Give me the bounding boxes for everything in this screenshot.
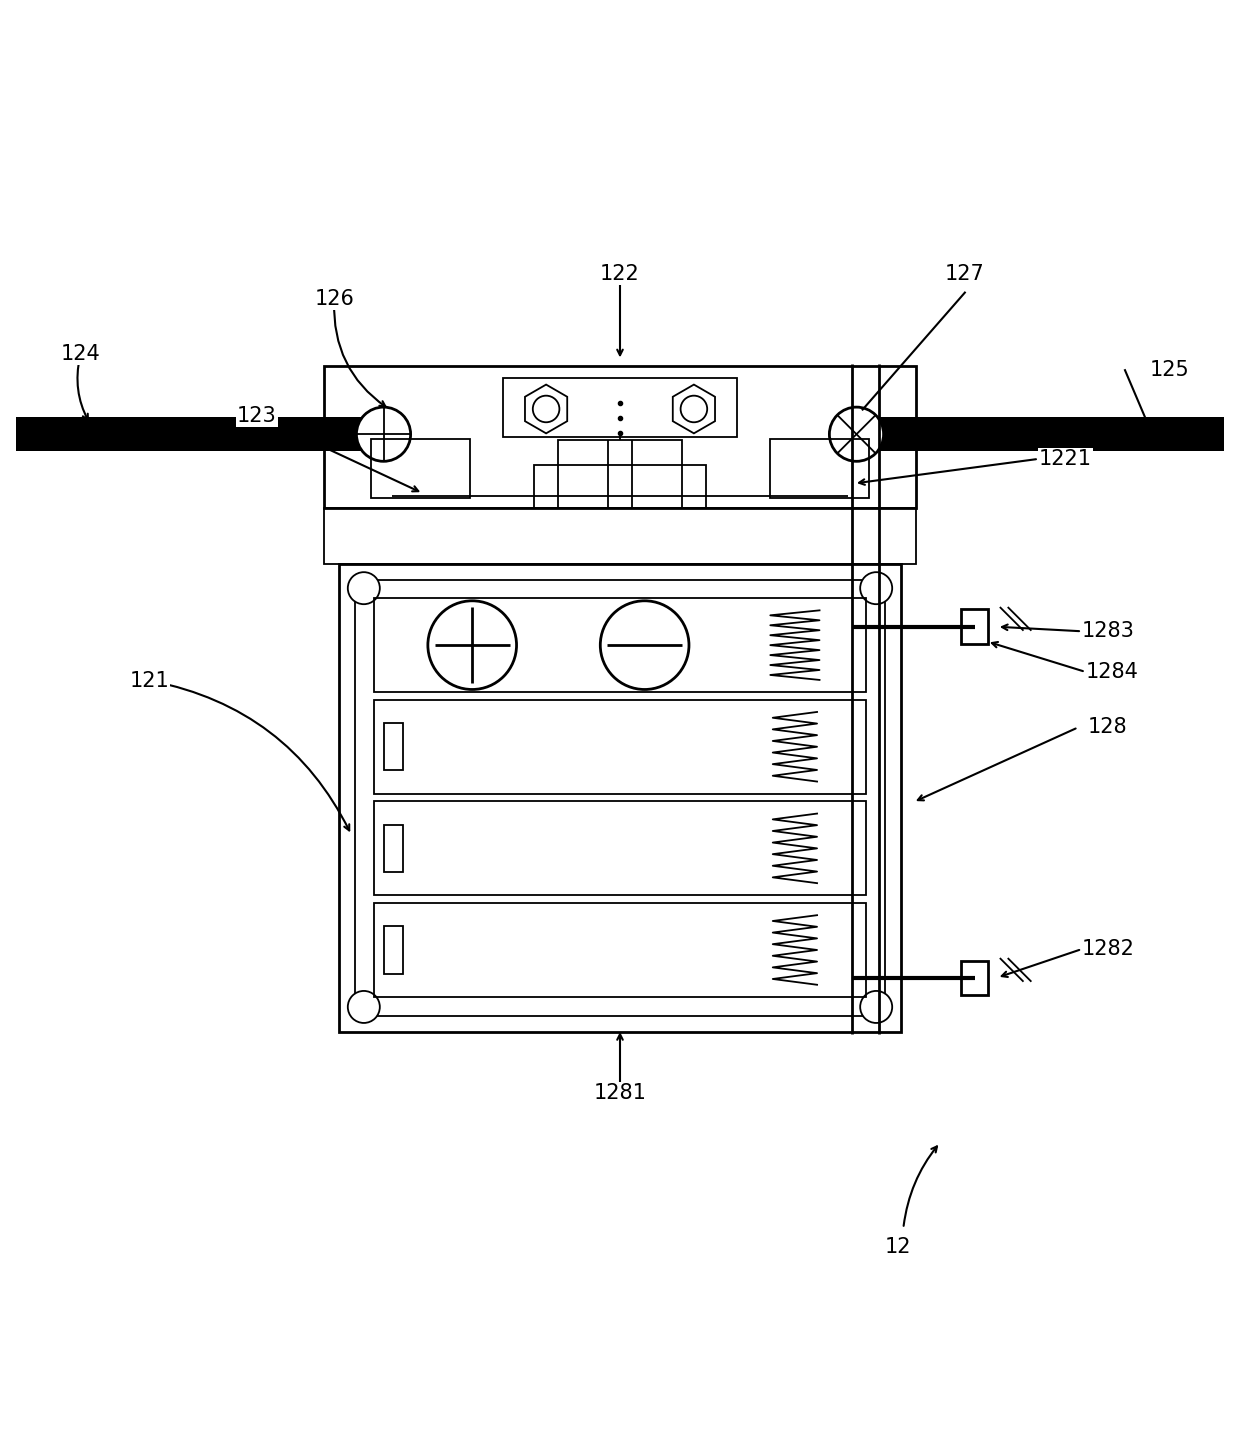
Bar [961, 610, 988, 644]
Circle shape [533, 396, 559, 422]
Polygon shape [525, 385, 567, 433]
Bar [533, 465, 707, 508]
Circle shape [347, 992, 379, 1023]
Bar [770, 439, 869, 498]
Bar [340, 564, 900, 1032]
Text: 128: 128 [1087, 718, 1127, 738]
Text: 127: 127 [945, 264, 985, 284]
Bar [16, 418, 379, 452]
Bar [373, 598, 867, 692]
Bar [961, 960, 988, 994]
Bar [373, 801, 867, 895]
Circle shape [347, 573, 379, 604]
Text: 1221: 1221 [1039, 449, 1091, 469]
Text: 123: 123 [237, 406, 277, 426]
Circle shape [681, 396, 707, 422]
Circle shape [861, 992, 893, 1023]
Bar [371, 439, 470, 498]
Circle shape [600, 601, 689, 689]
Bar [861, 418, 1224, 452]
Text: 12: 12 [885, 1237, 911, 1257]
Bar [383, 825, 403, 872]
Text: 125: 125 [1149, 360, 1189, 380]
Bar [373, 903, 867, 997]
Bar [325, 508, 915, 564]
Text: 1282: 1282 [1081, 938, 1135, 959]
Bar [558, 441, 682, 508]
Circle shape [830, 408, 884, 461]
Bar [325, 366, 915, 508]
Circle shape [428, 601, 517, 689]
Bar [355, 580, 885, 1016]
Circle shape [356, 408, 410, 461]
Circle shape [861, 573, 893, 604]
Text: 1283: 1283 [1081, 621, 1135, 641]
Polygon shape [673, 385, 715, 433]
Bar [383, 723, 403, 771]
Text: 126: 126 [314, 288, 355, 309]
Bar [383, 927, 403, 973]
Text: 122: 122 [600, 264, 640, 284]
Bar [373, 700, 867, 794]
Bar [503, 377, 737, 436]
Text: 121: 121 [130, 670, 170, 690]
Text: 1281: 1281 [594, 1083, 646, 1104]
Text: 124: 124 [61, 344, 100, 364]
Text: 1284: 1284 [1085, 662, 1138, 682]
